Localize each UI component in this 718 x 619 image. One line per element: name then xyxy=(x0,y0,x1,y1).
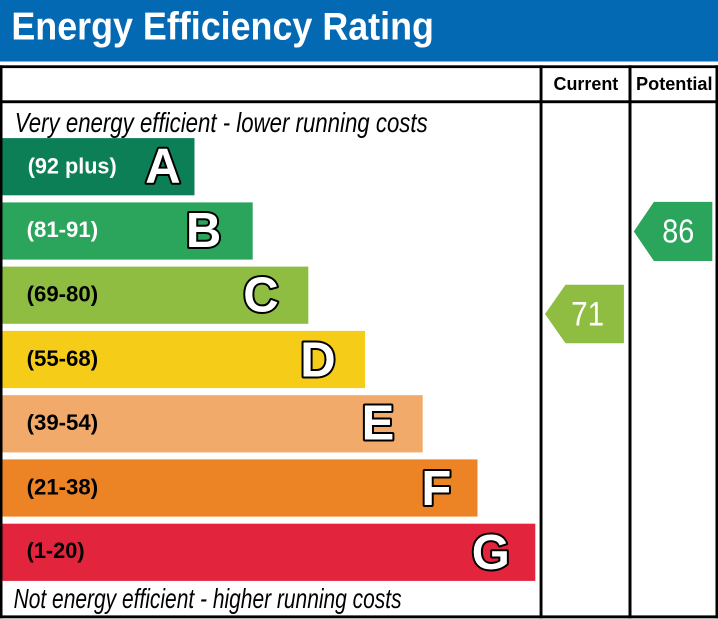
svg-text:(69-80): (69-80) xyxy=(27,282,99,307)
svg-text:G: G xyxy=(472,526,510,580)
svg-text:Potential: Potential xyxy=(636,73,713,94)
svg-text:(39-54): (39-54) xyxy=(27,410,99,435)
svg-text:(1-20): (1-20) xyxy=(27,538,85,563)
svg-text:A: A xyxy=(145,139,180,193)
svg-text:(21-38): (21-38) xyxy=(27,474,99,499)
svg-text:B: B xyxy=(186,204,221,258)
svg-text:Energy Efficiency Rating: Energy Efficiency Rating xyxy=(11,6,434,49)
svg-text:71: 71 xyxy=(571,296,604,334)
svg-text:Current: Current xyxy=(554,73,619,94)
svg-text:E: E xyxy=(362,397,395,451)
svg-text:(81-91): (81-91) xyxy=(27,217,99,242)
svg-text:C: C xyxy=(243,268,278,322)
svg-text:Very energy efficient - lower: Very energy efficient - lower running co… xyxy=(15,107,428,138)
svg-text:(92 plus): (92 plus) xyxy=(28,154,117,179)
svg-text:86: 86 xyxy=(662,213,694,250)
svg-text:F: F xyxy=(421,462,451,516)
svg-text:Not energy efficient - higher: Not energy efficient - higher running co… xyxy=(14,583,402,614)
svg-text:D: D xyxy=(300,334,335,388)
svg-text:(55-68): (55-68) xyxy=(27,346,99,371)
